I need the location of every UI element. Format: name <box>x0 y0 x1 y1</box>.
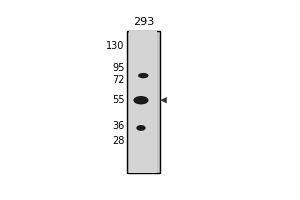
Ellipse shape <box>136 125 146 131</box>
Text: 36: 36 <box>112 121 125 131</box>
Text: 130: 130 <box>106 41 125 51</box>
Bar <box>127 31 160 173</box>
Polygon shape <box>160 97 167 103</box>
Text: 293: 293 <box>133 17 154 27</box>
Text: 95: 95 <box>112 63 125 73</box>
Text: 55: 55 <box>112 95 125 105</box>
Ellipse shape <box>134 96 148 104</box>
Text: 28: 28 <box>112 136 125 146</box>
Bar <box>129 31 157 173</box>
Text: 72: 72 <box>112 75 125 85</box>
Ellipse shape <box>138 73 148 78</box>
